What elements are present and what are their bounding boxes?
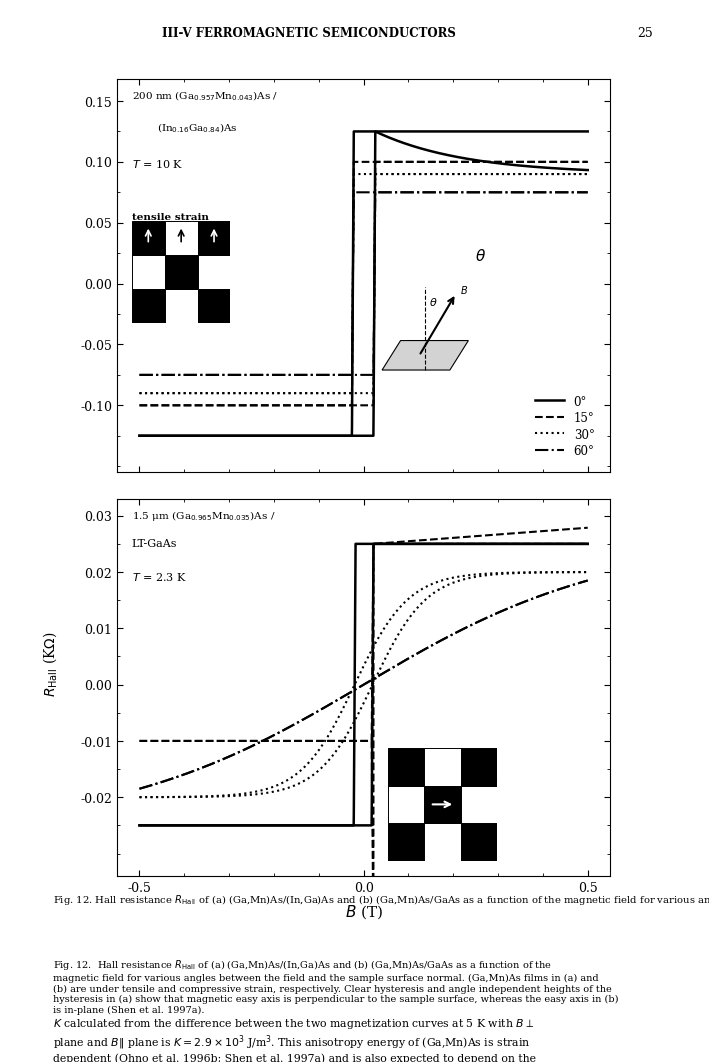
Text: Fig. 12.  Hall resistance $R_{\rm Hall}$ of (a) (Ga,Mn)As/(In,Ga)As and (b) (Ga,: Fig. 12. Hall resistance $R_{\rm Hall}$ … (53, 958, 618, 1014)
Text: $K$ calculated from the difference between the two magnetization curves at 5 K w: $K$ calculated from the difference betwe… (53, 1016, 552, 1062)
Text: 1.5 μm (Ga$_{0.965}$Mn$_{0.035}$)As /: 1.5 μm (Ga$_{0.965}$Mn$_{0.035}$)As / (132, 509, 275, 523)
Text: (In$_{0.16}$Ga$_{0.84}$)As: (In$_{0.16}$Ga$_{0.84}$)As (157, 121, 237, 135)
Text: $T$ = 10 K: $T$ = 10 K (132, 158, 183, 170)
Text: tensile strain: tensile strain (132, 213, 208, 222)
Text: compressive strain: compressive strain (388, 772, 497, 782)
Text: 25: 25 (637, 27, 652, 39)
Text: 200 nm (Ga$_{0.957}$Mn$_{0.043}$)As /: 200 nm (Ga$_{0.957}$Mn$_{0.043}$)As / (132, 89, 278, 103)
Legend: 0°, 15°, 30°, 60°: 0°, 15°, 30°, 60° (530, 391, 599, 463)
Text: III-V FERROMAGNETIC SEMICONDUCTORS: III-V FERROMAGNETIC SEMICONDUCTORS (162, 27, 455, 39)
Text: $\theta$: $\theta$ (474, 247, 485, 263)
Text: Fig. 12. Hall resistance $\mathit{R}_{\rm Hall}$ of (a) (Ga,Mn)As/(In,Ga)As and : Fig. 12. Hall resistance $\mathit{R}_{\r… (53, 892, 709, 906)
Text: LT-GaAs: LT-GaAs (132, 538, 177, 549)
X-axis label: $B$ (T): $B$ (T) (345, 903, 382, 920)
Text: $R_{\mathrm{Hall}}$ (K$\Omega$): $R_{\mathrm{Hall}}$ (K$\Omega$) (40, 631, 59, 697)
Text: $T$ = 2.3 K: $T$ = 2.3 K (132, 570, 186, 583)
